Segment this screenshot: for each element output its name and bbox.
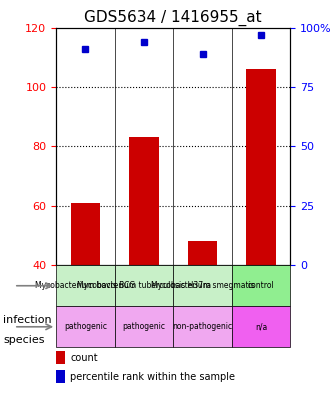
FancyBboxPatch shape xyxy=(173,306,232,347)
FancyBboxPatch shape xyxy=(115,265,173,306)
Bar xyxy=(56,351,65,364)
Text: Mycobacterium smegmatis: Mycobacterium smegmatis xyxy=(150,281,254,290)
FancyBboxPatch shape xyxy=(232,306,290,347)
FancyBboxPatch shape xyxy=(56,306,115,347)
Text: control: control xyxy=(248,281,275,290)
Bar xyxy=(188,241,217,265)
Text: species: species xyxy=(3,335,45,345)
Bar xyxy=(56,370,65,383)
Text: Mycobacterium bovis BCG: Mycobacterium bovis BCG xyxy=(35,281,136,290)
Text: pathogenic: pathogenic xyxy=(122,322,165,331)
Title: GDS5634 / 1416955_at: GDS5634 / 1416955_at xyxy=(84,10,262,26)
FancyBboxPatch shape xyxy=(115,306,173,347)
Bar xyxy=(71,203,100,265)
Text: non-pathogenic: non-pathogenic xyxy=(173,322,233,331)
Text: Mycobacterium tuberculosis H37ra: Mycobacterium tuberculosis H37ra xyxy=(77,281,211,290)
Text: pathogenic: pathogenic xyxy=(64,322,107,331)
Text: n/a: n/a xyxy=(255,322,267,331)
Bar xyxy=(129,138,159,265)
Text: percentile rank within the sample: percentile rank within the sample xyxy=(70,372,235,382)
FancyBboxPatch shape xyxy=(56,265,115,306)
FancyBboxPatch shape xyxy=(232,265,290,306)
Bar xyxy=(247,69,276,265)
FancyBboxPatch shape xyxy=(173,265,232,306)
Text: count: count xyxy=(70,353,98,363)
Text: infection: infection xyxy=(3,315,52,325)
